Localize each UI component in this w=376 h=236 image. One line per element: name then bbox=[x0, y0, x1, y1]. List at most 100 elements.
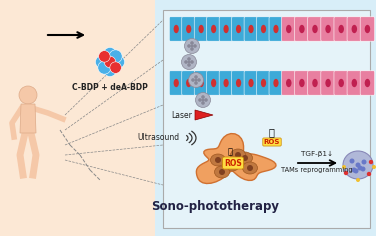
Ellipse shape bbox=[211, 154, 226, 166]
FancyBboxPatch shape bbox=[219, 17, 233, 41]
FancyBboxPatch shape bbox=[308, 17, 322, 41]
FancyBboxPatch shape bbox=[194, 17, 208, 41]
Ellipse shape bbox=[261, 25, 266, 33]
Circle shape bbox=[188, 60, 191, 63]
Circle shape bbox=[215, 157, 221, 163]
Circle shape bbox=[187, 44, 191, 48]
Text: Ultrasound: Ultrasound bbox=[138, 134, 180, 143]
Ellipse shape bbox=[312, 25, 318, 33]
Circle shape bbox=[358, 165, 362, 170]
Ellipse shape bbox=[223, 79, 229, 87]
Circle shape bbox=[361, 160, 367, 164]
Circle shape bbox=[103, 47, 117, 61]
Ellipse shape bbox=[186, 79, 191, 87]
FancyBboxPatch shape bbox=[295, 71, 309, 95]
Circle shape bbox=[196, 93, 211, 108]
Ellipse shape bbox=[286, 79, 291, 87]
FancyBboxPatch shape bbox=[321, 17, 335, 41]
Ellipse shape bbox=[230, 149, 246, 161]
Circle shape bbox=[111, 55, 124, 69]
FancyBboxPatch shape bbox=[207, 71, 221, 95]
FancyBboxPatch shape bbox=[182, 17, 196, 41]
Circle shape bbox=[19, 86, 37, 104]
Circle shape bbox=[369, 160, 373, 164]
Circle shape bbox=[356, 178, 360, 182]
FancyBboxPatch shape bbox=[334, 17, 349, 41]
Ellipse shape bbox=[236, 79, 241, 87]
FancyBboxPatch shape bbox=[232, 71, 246, 95]
Ellipse shape bbox=[352, 25, 357, 33]
Circle shape bbox=[96, 55, 109, 69]
Circle shape bbox=[353, 169, 358, 173]
Circle shape bbox=[201, 101, 205, 105]
Circle shape bbox=[342, 165, 346, 169]
FancyBboxPatch shape bbox=[360, 71, 375, 95]
Ellipse shape bbox=[365, 79, 370, 87]
Circle shape bbox=[104, 56, 116, 68]
Ellipse shape bbox=[365, 25, 370, 33]
Ellipse shape bbox=[224, 159, 240, 171]
FancyBboxPatch shape bbox=[282, 17, 296, 41]
Circle shape bbox=[372, 165, 376, 169]
Circle shape bbox=[198, 98, 202, 102]
Polygon shape bbox=[195, 110, 213, 120]
Circle shape bbox=[229, 162, 235, 168]
Circle shape bbox=[193, 44, 197, 48]
Circle shape bbox=[361, 167, 365, 172]
Text: Sono-phototherapy: Sono-phototherapy bbox=[151, 200, 279, 213]
Text: ROS: ROS bbox=[264, 139, 280, 145]
FancyBboxPatch shape bbox=[269, 17, 283, 41]
Ellipse shape bbox=[186, 25, 191, 33]
Ellipse shape bbox=[261, 79, 266, 87]
Circle shape bbox=[110, 62, 121, 73]
FancyBboxPatch shape bbox=[194, 71, 208, 95]
Ellipse shape bbox=[223, 25, 229, 33]
FancyBboxPatch shape bbox=[169, 17, 183, 41]
Circle shape bbox=[247, 165, 253, 171]
Circle shape bbox=[182, 55, 197, 69]
Circle shape bbox=[184, 60, 188, 64]
Ellipse shape bbox=[338, 79, 344, 87]
Ellipse shape bbox=[325, 79, 331, 87]
Polygon shape bbox=[0, 0, 155, 236]
Circle shape bbox=[99, 51, 110, 62]
Ellipse shape bbox=[299, 79, 305, 87]
Circle shape bbox=[191, 45, 194, 47]
Circle shape bbox=[194, 79, 197, 81]
FancyBboxPatch shape bbox=[269, 71, 283, 95]
Circle shape bbox=[190, 41, 194, 45]
FancyBboxPatch shape bbox=[182, 71, 196, 95]
Circle shape bbox=[204, 98, 208, 102]
Circle shape bbox=[242, 155, 248, 161]
Text: 🔥: 🔥 bbox=[268, 127, 274, 137]
Circle shape bbox=[98, 61, 111, 74]
Ellipse shape bbox=[325, 25, 331, 33]
FancyBboxPatch shape bbox=[244, 17, 258, 41]
FancyBboxPatch shape bbox=[321, 71, 335, 95]
Polygon shape bbox=[155, 0, 376, 236]
Ellipse shape bbox=[238, 152, 253, 164]
Ellipse shape bbox=[312, 79, 318, 87]
Circle shape bbox=[185, 38, 200, 54]
Ellipse shape bbox=[199, 79, 204, 87]
FancyBboxPatch shape bbox=[347, 17, 362, 41]
Ellipse shape bbox=[286, 25, 291, 33]
Ellipse shape bbox=[243, 162, 258, 174]
Circle shape bbox=[352, 168, 356, 173]
Circle shape bbox=[190, 60, 194, 64]
FancyBboxPatch shape bbox=[282, 71, 296, 95]
FancyBboxPatch shape bbox=[295, 17, 309, 41]
Polygon shape bbox=[196, 134, 276, 184]
Ellipse shape bbox=[199, 25, 204, 33]
FancyBboxPatch shape bbox=[347, 71, 362, 95]
FancyBboxPatch shape bbox=[334, 71, 349, 95]
FancyBboxPatch shape bbox=[256, 71, 270, 95]
Circle shape bbox=[188, 72, 203, 88]
FancyBboxPatch shape bbox=[219, 71, 233, 95]
Circle shape bbox=[194, 75, 198, 79]
Circle shape bbox=[235, 152, 241, 158]
Polygon shape bbox=[20, 104, 36, 133]
Circle shape bbox=[219, 169, 225, 175]
FancyBboxPatch shape bbox=[163, 10, 370, 228]
Ellipse shape bbox=[174, 25, 179, 33]
